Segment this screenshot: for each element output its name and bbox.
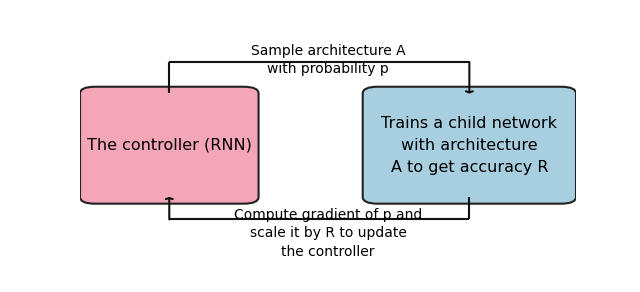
Text: Sample architecture A
with probability p: Sample architecture A with probability p	[251, 44, 405, 77]
Text: The controller (RNN): The controller (RNN)	[87, 138, 252, 153]
FancyBboxPatch shape	[80, 87, 259, 204]
Text: Trains a child network
with architecture
A to get accuracy R: Trains a child network with architecture…	[381, 116, 557, 175]
Text: Compute gradient of p and
scale it by R to update
the controller: Compute gradient of p and scale it by R …	[234, 208, 422, 259]
FancyBboxPatch shape	[363, 87, 576, 204]
